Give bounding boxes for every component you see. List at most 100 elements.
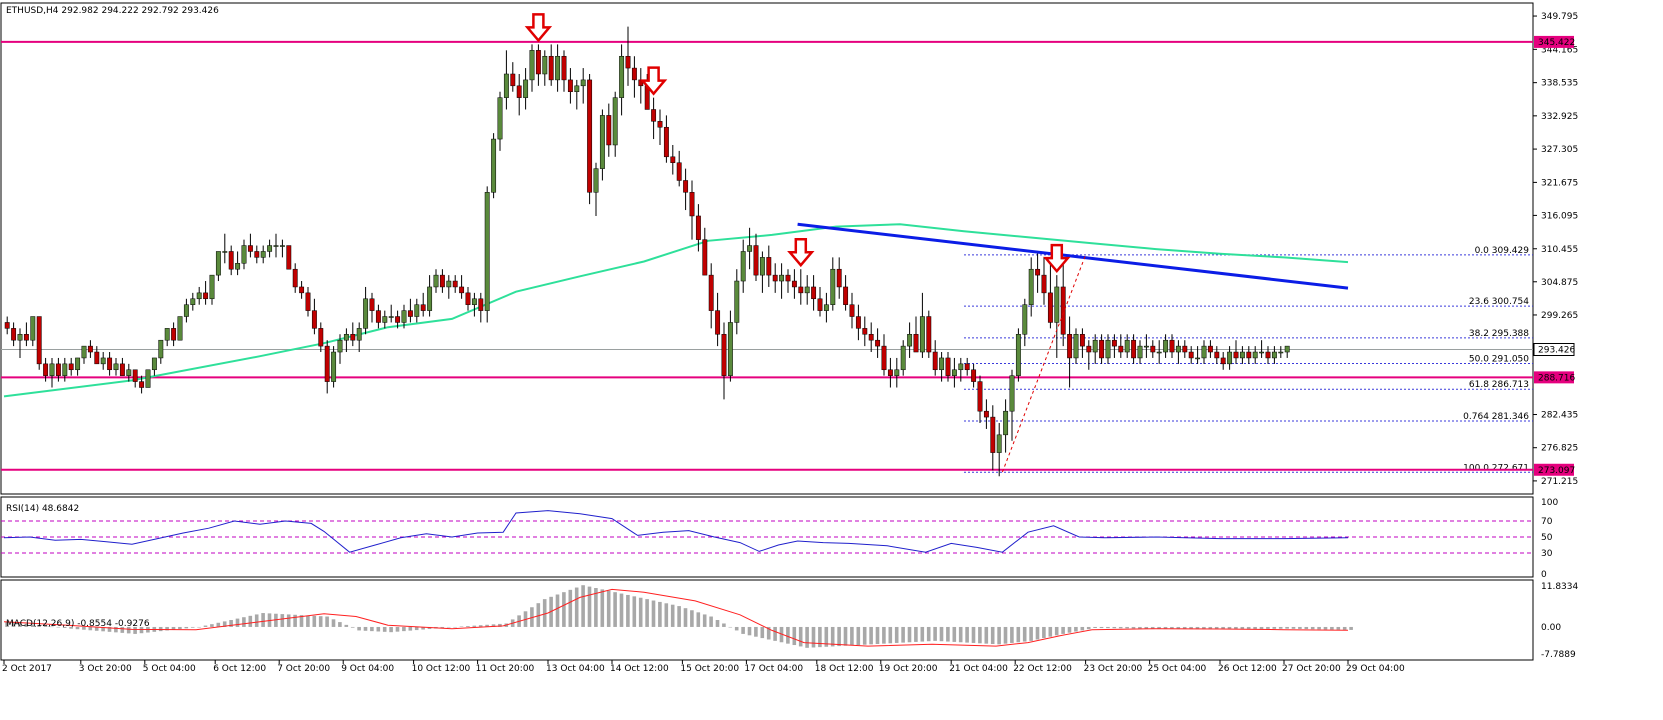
candle-bullish [823,304,829,311]
time-tick-label: 18 Oct 12:00 [815,664,874,674]
candle-bearish [1067,334,1073,359]
macd-histogram-bar [1349,626,1353,630]
candle-bearish [721,334,727,376]
macd-histogram-bar [440,626,445,628]
rsi-tick-label: 50 [1541,533,1553,543]
candle-bullish [126,369,132,376]
candle-bearish [798,286,804,294]
candle-bullish [1009,375,1015,412]
time-tick-label: 7 Oct 20:00 [277,664,330,674]
time-tick-label: 13 Oct 04:00 [546,664,605,674]
candle-bearish [119,363,125,376]
macd-histogram-bar [1163,626,1168,629]
macd-histogram-bar [24,623,29,627]
candle-bearish [452,280,458,288]
macd-histogram-bar [1029,626,1033,641]
candle-bullish [331,351,337,382]
macd-histogram-bar [690,610,694,627]
level-label: 345.422 [1538,38,1575,48]
macd-histogram-bar [722,623,726,627]
candle-bullish [900,345,906,371]
candle-bullish [727,322,733,376]
macd-histogram-bar [261,613,265,627]
candle-bearish [535,50,541,75]
macd-histogram-bar [350,626,355,628]
candle-bullish [1239,351,1245,359]
candle-bullish [17,334,23,341]
macd-histogram-bar [216,622,221,627]
macd-histogram-bar [773,626,777,641]
candle-bullish [1054,286,1060,323]
macd-histogram-bar [1022,626,1027,642]
candle-bearish [318,328,324,347]
macd-histogram-bar [210,624,214,627]
candle-bearish [964,363,970,371]
macd-histogram-bar [1112,626,1117,629]
candle-bearish [772,274,778,282]
candle-bullish [951,369,957,376]
candle-bearish [670,156,676,163]
macd-histogram-bar [1278,626,1283,629]
time-tick-label: 19 Oct 20:00 [879,664,938,674]
rsi-line [3,510,1349,553]
candle-bearish [843,286,849,305]
candle-bearish [695,215,701,240]
macd-histogram-bar [1035,626,1040,640]
candle-bearish [420,304,426,311]
macd-histogram-bar [1067,626,1072,633]
macd-histogram-bar [203,625,208,627]
macd-histogram-bar [882,626,886,644]
macd-histogram-bar [120,626,125,633]
candle-bullish [343,334,349,341]
candle-bearish [702,239,708,276]
macd-histogram-bar [696,612,701,627]
candle-bearish [887,369,893,376]
candle-bullish [235,263,241,270]
candle-bearish [1131,339,1137,359]
macd-histogram-bar [645,599,649,627]
candle-bullish [958,363,964,371]
candle-bullish [100,357,106,365]
candle-bullish [1271,351,1277,359]
macd-histogram-bar [1214,626,1219,630]
macd-histogram-bar [824,626,829,647]
macd-histogram-bar [1157,626,1161,629]
current-price-label: 293.426 [1538,346,1575,356]
candle-bullish [151,357,157,371]
price-tick-label: 344.165 [1541,45,1578,55]
candle-bullish [1252,351,1258,359]
candle-bullish [145,369,151,388]
candle-bearish [139,381,145,388]
candle-bullish [484,192,490,311]
candle-bullish [158,339,164,359]
candle-bearish [791,280,797,288]
time-tick-label: 26 Oct 12:00 [1218,664,1277,674]
candle-bullish [804,286,810,294]
macd-histogram-bar [274,613,278,627]
candle-bearish [811,286,817,300]
macd-histogram-bar [363,626,368,631]
candle-bullish [1278,351,1284,354]
candle-bearish [625,55,631,69]
macd-histogram-bar [472,625,477,627]
level-label-box [1534,463,1574,476]
candle-bearish [1041,274,1047,294]
candle-bearish [311,310,317,329]
candle-bullish [1015,334,1021,376]
time-tick-label: 14 Oct 12:00 [610,664,669,674]
macd-histogram-bar [984,626,989,644]
macd-histogram-bar [965,626,969,643]
candle-bullish [1156,351,1162,354]
macd-histogram-bar [1150,626,1155,629]
time-tick-label: 10 Oct 12:00 [412,664,471,674]
macd-tick-label: 0.00 [1541,623,1561,633]
macd-histogram-bar [190,626,195,628]
candle-bearish [87,345,93,353]
level-label-box [1534,35,1574,48]
candle-bearish [862,328,868,335]
rsi-pane: 100 70 50 30 0 [0,496,1558,580]
candle-bullish [267,245,273,252]
candle-bearish [945,357,951,376]
macd-histogram-bar [491,624,496,627]
candle-bearish [171,328,177,341]
